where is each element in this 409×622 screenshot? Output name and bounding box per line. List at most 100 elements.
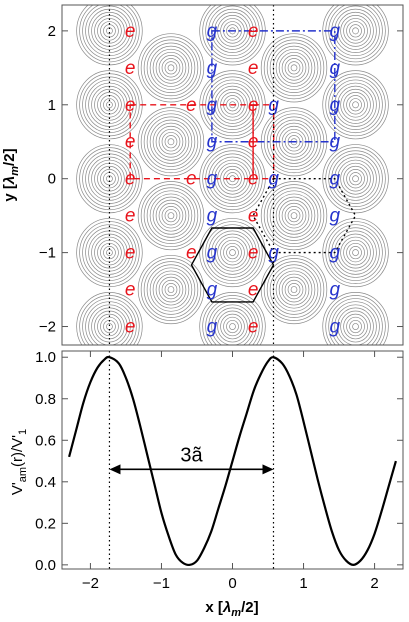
contour-ring (158, 128, 184, 155)
contour-ring (85, 301, 134, 345)
contour-ring (325, 221, 386, 285)
contour-ring (340, 236, 371, 269)
contour-ring (146, 264, 196, 315)
contour-ring (346, 316, 365, 337)
contour-ring (269, 42, 319, 94)
contour-ring (217, 88, 248, 121)
contour-ring (140, 184, 202, 248)
contour-ring (287, 61, 301, 75)
spacing-arrowhead-left (109, 464, 121, 475)
contour-ring (143, 187, 199, 244)
contour-ring (106, 249, 113, 257)
contour-ring (202, 221, 263, 285)
contour-ring (322, 5, 389, 66)
bottom-x-tick-label: 1 (299, 575, 307, 592)
contour-ring (220, 313, 245, 340)
site-label-g: g (330, 132, 341, 153)
site-label-g: g (207, 243, 218, 264)
contour-ring (217, 236, 248, 269)
contour-ring (278, 199, 310, 232)
contour-ring (223, 316, 242, 337)
site-label-e: e (248, 280, 259, 301)
top-y-tick-label: 1 (48, 97, 56, 114)
contour-ring (275, 196, 313, 235)
contour-ring (214, 307, 251, 345)
contour-ring (158, 276, 184, 303)
contour-ring (349, 172, 362, 186)
contour-ring (346, 242, 365, 263)
contour-ring (340, 162, 371, 195)
contour-ring (205, 5, 260, 60)
contour-ring (149, 45, 193, 90)
contour-ring (137, 33, 205, 103)
contour-ring (167, 286, 175, 294)
contour-ring (343, 165, 368, 192)
contour-ring (226, 24, 239, 38)
spacing-label: 3ã (180, 444, 203, 466)
site-label-e: e (248, 21, 259, 42)
contour-ring (331, 227, 380, 278)
contour-ring (161, 205, 181, 226)
contour-ring (146, 190, 196, 241)
contour-ring (328, 76, 383, 134)
contour-ring (158, 55, 184, 81)
site-label-e: e (125, 317, 136, 338)
contour-ring (82, 5, 137, 60)
contour-ring (260, 33, 328, 103)
contour-ring (290, 212, 298, 220)
contour-ring (281, 55, 307, 81)
contour-ring (340, 88, 371, 121)
contour-ring (290, 286, 298, 294)
bottom-x-tick-label: −2 (82, 575, 99, 592)
contour-ring (161, 279, 181, 300)
contour-ring (164, 135, 178, 149)
contour-ring (167, 64, 175, 72)
top-y-tick-label: −1 (39, 245, 56, 262)
contour-ring (202, 295, 263, 345)
contour-ring (152, 270, 190, 309)
contour-ring (205, 224, 260, 281)
contour-ring (143, 39, 199, 97)
contour-ring (263, 258, 325, 321)
contour-ring (226, 319, 239, 334)
contour-ring (229, 323, 236, 330)
contour-ring (211, 304, 254, 345)
contour-ring (155, 273, 187, 306)
contour-ring (349, 98, 362, 112)
site-label-e: e (248, 243, 259, 264)
contour-ring (263, 36, 325, 100)
contour-ring (155, 199, 187, 232)
contour-ring (79, 295, 140, 345)
contour-ring (269, 190, 319, 241)
contour-ring (331, 153, 380, 204)
bottom-y-tick-label: 0.6 (35, 432, 56, 449)
site-label-e: e (186, 95, 197, 116)
contour-ring (278, 273, 310, 306)
site-labels: egegegegegegegegegegegegegegegegegegegeg… (125, 21, 341, 338)
x-axis-label: x [λm/2] (205, 599, 258, 619)
contour-ring (272, 193, 316, 238)
contour-ring (223, 242, 242, 263)
contour-ring (103, 98, 116, 112)
contour-ring (140, 36, 202, 100)
site-label-g: g (207, 132, 218, 153)
bottom-y-tick-label: 0.2 (35, 515, 56, 532)
contour-ring (337, 233, 374, 272)
site-label-g: g (207, 206, 218, 227)
contour-ring (260, 255, 328, 325)
site-label-e: e (186, 243, 197, 264)
bottom-x-tick-label: 0 (228, 575, 236, 592)
contour-ring (287, 283, 301, 297)
contour-ring (152, 48, 190, 87)
contour-ring (275, 270, 313, 309)
contour-ring (211, 230, 254, 275)
contour-ring (343, 239, 368, 266)
site-label-g: g (330, 243, 341, 264)
contour-ring (352, 175, 359, 183)
contour-ring (343, 18, 368, 44)
contour-ring (266, 39, 322, 97)
contour-ring (82, 76, 137, 134)
contour-ring (337, 85, 374, 124)
contour-ring (229, 249, 236, 257)
contour-ring (346, 21, 365, 41)
